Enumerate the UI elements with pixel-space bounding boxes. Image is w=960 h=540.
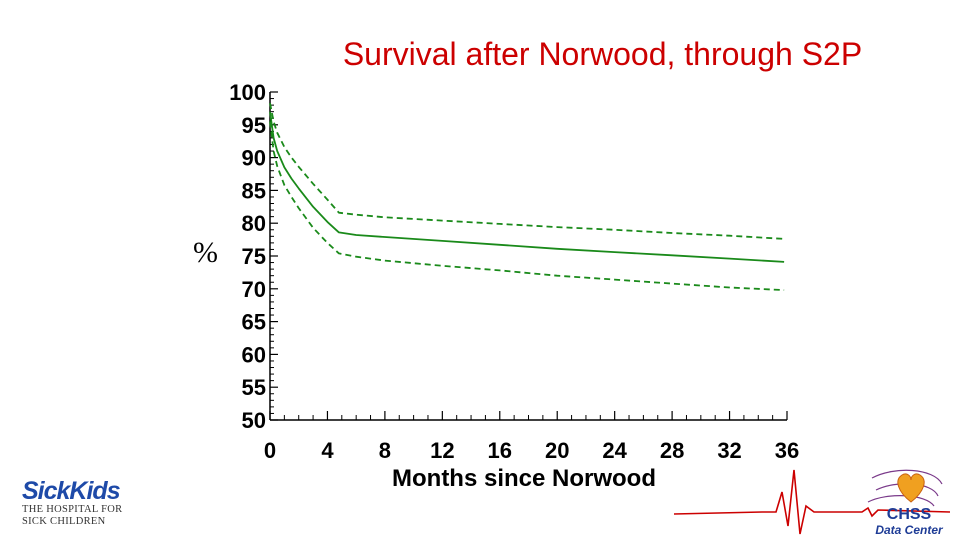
sickkids-logo-line1: THE HOSPITAL FOR [22, 504, 123, 515]
y-tick-label: 95 [242, 113, 266, 138]
x-tick-label: 32 [717, 438, 741, 463]
chart-series [269, 103, 785, 291]
x-tick-label: 36 [775, 438, 799, 463]
sickkids-logo: SickKids THE HOSPITAL FOR SICK CHILDREN [22, 478, 152, 538]
y-tick-label: 55 [242, 375, 266, 400]
chart-axes [269, 92, 787, 421]
x-axis-title: Months since Norwood [392, 465, 656, 492]
heart-icon [897, 473, 925, 503]
upper-ci-line [269, 103, 785, 240]
x-tick-label: 16 [488, 438, 512, 463]
y-tick-label: 80 [242, 211, 266, 236]
x-tick-label: 12 [430, 438, 454, 463]
y-tick-label: 100 [229, 80, 266, 105]
x-tick-label: 8 [379, 438, 391, 463]
y-axis-ticks: 50 55 60 65 70 75 80 85 90 95 100 [229, 80, 278, 433]
x-tick-label: 28 [660, 438, 684, 463]
y-tick-label: 90 [242, 146, 266, 171]
x-tick-label: 0 [264, 438, 276, 463]
x-tick-label: 20 [545, 438, 569, 463]
x-tick-label: 24 [602, 438, 627, 463]
y-tick-label: 50 [242, 408, 266, 433]
sickkids-logo-brand: SickKids [22, 477, 121, 505]
y-axis-label: % [193, 236, 218, 269]
y-tick-label: 70 [242, 277, 266, 302]
y-tick-label: 85 [242, 178, 266, 203]
y-tick-label: 60 [242, 342, 266, 367]
chss-logo-sub: Data Center [875, 523, 944, 537]
chss-logo-brand: CHSS [887, 506, 932, 523]
y-tick-label: 75 [242, 244, 266, 269]
survival-estimate-line [269, 111, 785, 263]
sickkids-logo-line2: SICK CHILDREN [22, 516, 106, 527]
chss-data-center-logo: CHSS Data Center [673, 469, 951, 537]
x-axis-ticks: 0 4 8 12 16 20 24 28 32 36 [264, 411, 799, 463]
ecg-line-icon [673, 469, 951, 535]
lower-ci-line [269, 121, 785, 291]
slide-title: Survival after Norwood, through S2P [342, 36, 863, 72]
x-tick-label: 4 [321, 438, 334, 463]
y-tick-label: 65 [242, 310, 266, 335]
